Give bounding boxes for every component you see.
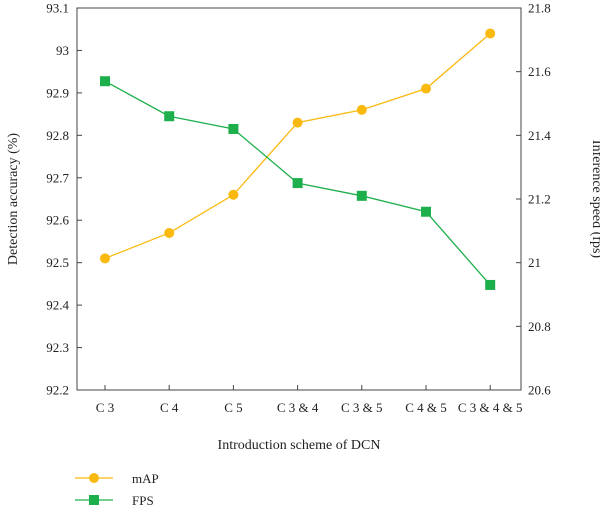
left-axis-ticks: 92.2 92.3 92.4 92.5 92.6 92.7 92.8 92.9 93 93.1 <box>46 1 82 398</box>
legend-map-marker <box>89 473 99 483</box>
left-tick-label: 92.5 <box>46 255 69 270</box>
x-tick-label: C 4 & 5 <box>405 400 447 415</box>
y2-axis-title: Inference speed (fps) <box>589 140 600 258</box>
x-tick-label: C 5 <box>224 400 242 415</box>
legend-fps-marker <box>89 495 99 505</box>
data-point-map <box>485 28 496 39</box>
right-tick-label: 21.2 <box>528 192 551 207</box>
left-tick-label: 93 <box>56 43 69 58</box>
right-tick-label: 20.6 <box>528 383 551 398</box>
left-tick-label: 92.4 <box>46 298 69 313</box>
x-tick-label: C 3 & 4 & 5 <box>458 400 523 415</box>
right-axis-ticks: 20.6 20.8 21 21.2 21.4 21.6 21.8 <box>516 1 551 398</box>
data-point-fps <box>228 123 239 134</box>
data-point-map <box>228 189 239 200</box>
series-line-map <box>104 32 491 260</box>
x-tick-label: C 3 & 4 <box>277 400 319 415</box>
data-point-fps <box>100 76 110 87</box>
data-point-map <box>292 117 303 128</box>
x-tick-label: C 3 & 5 <box>341 400 383 415</box>
legend-item-fps: FPS <box>75 493 154 508</box>
data-point-fps <box>356 190 367 201</box>
x-tick-label: C 3 <box>96 400 114 415</box>
right-tick-label: 21.6 <box>528 64 551 79</box>
left-tick-label: 92.8 <box>46 128 69 143</box>
left-tick-label: 92.2 <box>46 383 69 398</box>
data-point-fps <box>421 206 431 217</box>
data-point-fps <box>485 279 496 290</box>
legend-fps-label: FPS <box>132 493 154 508</box>
data-point-map <box>356 104 367 115</box>
left-tick-label: 92.7 <box>46 170 69 185</box>
legend-item-map: mAP <box>75 471 159 486</box>
data-point-fps <box>292 178 303 189</box>
data-point-fps <box>164 111 175 122</box>
y-axis-title: Detection accuracy (%) <box>6 133 21 265</box>
x-tick-label: C 4 <box>160 400 179 415</box>
left-tick-label: 92.9 <box>46 85 69 100</box>
left-tick-label: 92.3 <box>46 340 69 355</box>
x-axis-title: Introduction scheme of DCN <box>218 438 381 453</box>
data-point-map <box>164 227 175 238</box>
data-point-map <box>421 83 431 94</box>
left-tick-label: 92.6 <box>46 213 69 228</box>
left-tick-label: 93.1 <box>46 1 69 16</box>
series-layer <box>100 28 496 290</box>
legend-map-label: mAP <box>132 471 159 486</box>
legend: mAP FPS <box>75 471 159 508</box>
right-tick-label: 21.8 <box>528 1 551 16</box>
right-tick-label: 20.8 <box>528 319 551 334</box>
data-point-map <box>100 253 110 264</box>
plot-frame <box>76 7 522 391</box>
x-axis-ticks: C 3 C 4 C 5 C 3 & 4 C 3 & 5 C 4 & 5 C 3 & 4 & … <box>96 385 523 415</box>
right-tick-label: 21.4 <box>528 128 551 143</box>
right-tick-label: 21 <box>528 255 541 270</box>
